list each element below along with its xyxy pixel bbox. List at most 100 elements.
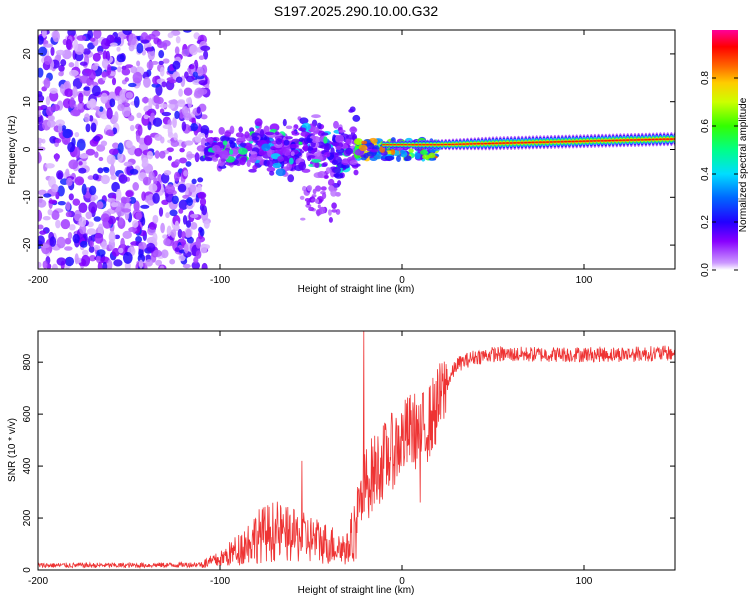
heatmap-cell [155, 104, 160, 110]
heatmap-cell [67, 142, 75, 153]
heatmap-cell [306, 184, 313, 192]
heatmap-cell [181, 48, 190, 57]
heatmap-cell [64, 237, 72, 245]
heatmap-cell [465, 143, 470, 145]
heatmap-cell [167, 32, 174, 39]
heatmap-cell [173, 132, 178, 141]
heatmap-cell [403, 144, 408, 146]
heatmap-cell [65, 201, 71, 211]
heatmap-cell [312, 188, 317, 195]
heatmap-cell [155, 259, 163, 266]
heatmap-cell [128, 226, 138, 233]
heatmap-cell [192, 71, 198, 78]
snr-xtick-label: -100 [210, 576, 230, 587]
heatmap-cell [283, 139, 290, 146]
heatmap-cell [133, 200, 140, 212]
heatmap-cell [338, 129, 346, 133]
heatmap-cell [633, 139, 637, 141]
heatmap-cell [121, 67, 131, 76]
heatmap-cell [290, 151, 295, 157]
heatmap-cell [57, 201, 66, 206]
heatmap-cell [159, 150, 166, 159]
heatmap-cell [643, 139, 648, 141]
heatmap-cell [195, 238, 201, 249]
heatmap-cell [285, 125, 293, 130]
heatmap-cell [83, 86, 91, 91]
heatmap-cell [600, 140, 605, 142]
heatmap-cell [191, 178, 197, 185]
heatmap-cell [498, 142, 503, 144]
heatmap-cell [321, 132, 329, 136]
heatmap-cell [315, 185, 322, 192]
heatmap-cell [94, 151, 99, 159]
heatmap-cell [335, 145, 342, 150]
heatmap-cell [440, 144, 444, 146]
heatmap-cell [79, 61, 88, 66]
heatmap-cell [129, 168, 139, 175]
heatmap-cell [185, 228, 192, 238]
heatmap-cell [325, 167, 332, 174]
heatmap-cell [665, 138, 670, 140]
heatmap-cell [152, 117, 163, 127]
heatmap-cell [58, 71, 64, 77]
heatmap-cell [516, 142, 521, 144]
heatmap-cell [194, 152, 200, 163]
snr-ytick-label: 0 [22, 567, 33, 573]
heatmap-cell [654, 138, 659, 140]
heatmap-cell [124, 77, 130, 82]
heatmap-cell [177, 100, 186, 108]
heatmap-cell [237, 147, 248, 155]
heatmap-cell [390, 149, 396, 155]
heatmap-cell [224, 131, 232, 137]
heatmap-cell [219, 149, 229, 159]
heatmap-cell [81, 183, 87, 196]
heatmap-cell [74, 253, 79, 265]
heatmap-cell [332, 134, 337, 143]
heatmap-cell [291, 130, 297, 134]
heatmap-cell [115, 188, 122, 201]
heatmap-cell [238, 126, 243, 133]
heatmap-cell [68, 159, 79, 170]
heatmap-cell [141, 216, 146, 226]
heatmap-cell [82, 48, 91, 55]
heatmap-cell [640, 139, 645, 141]
heatmap-cell [62, 128, 73, 139]
heatmap-cell [116, 46, 121, 52]
heatmap-cell [353, 138, 363, 145]
heatmap-cell [135, 236, 143, 243]
heatmap-cell [140, 204, 150, 209]
heatmap-cell [334, 172, 344, 179]
heatmap-cell [132, 220, 139, 228]
heatmap-cell [190, 123, 199, 132]
heatmap-cell [162, 58, 170, 64]
heatmap-cell [374, 153, 382, 160]
heatmap-cell [195, 74, 205, 80]
heatmap-cell [254, 118, 263, 127]
heatmap-cell [185, 161, 192, 167]
snr-ytick-label: 800 [22, 353, 33, 370]
heatmap-cell [79, 75, 89, 84]
heatmap-cell [266, 159, 274, 168]
heatmap-cell [310, 150, 316, 154]
heatmap-cell [458, 143, 463, 145]
heatmap-cell [125, 190, 134, 198]
heatmap-cell [169, 258, 176, 265]
heatmap-cell [148, 221, 157, 230]
heatmap-cell [178, 208, 184, 214]
heatmap-cell [108, 148, 119, 155]
heatmap-cell [92, 173, 99, 181]
colorbar-tick-label: 0.8 [700, 71, 711, 85]
heatmap-cell [109, 42, 118, 47]
heatmap-cell [527, 141, 532, 144]
heatmap-cell [80, 240, 88, 248]
heatmap-cell [85, 148, 96, 156]
heatmap-cell [78, 92, 84, 104]
heatmap-cell [512, 142, 517, 144]
heatmap-cell [275, 168, 286, 177]
heatmap-cell [158, 60, 164, 66]
colorbar-tick-label: 0.4 [700, 167, 711, 181]
heatmap-cell [91, 85, 101, 97]
heatmap-cell [64, 88, 74, 97]
heatmap-cell [168, 99, 178, 105]
